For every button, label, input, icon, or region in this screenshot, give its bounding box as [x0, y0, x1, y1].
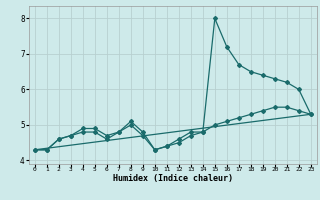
X-axis label: Humidex (Indice chaleur): Humidex (Indice chaleur) [113, 174, 233, 183]
